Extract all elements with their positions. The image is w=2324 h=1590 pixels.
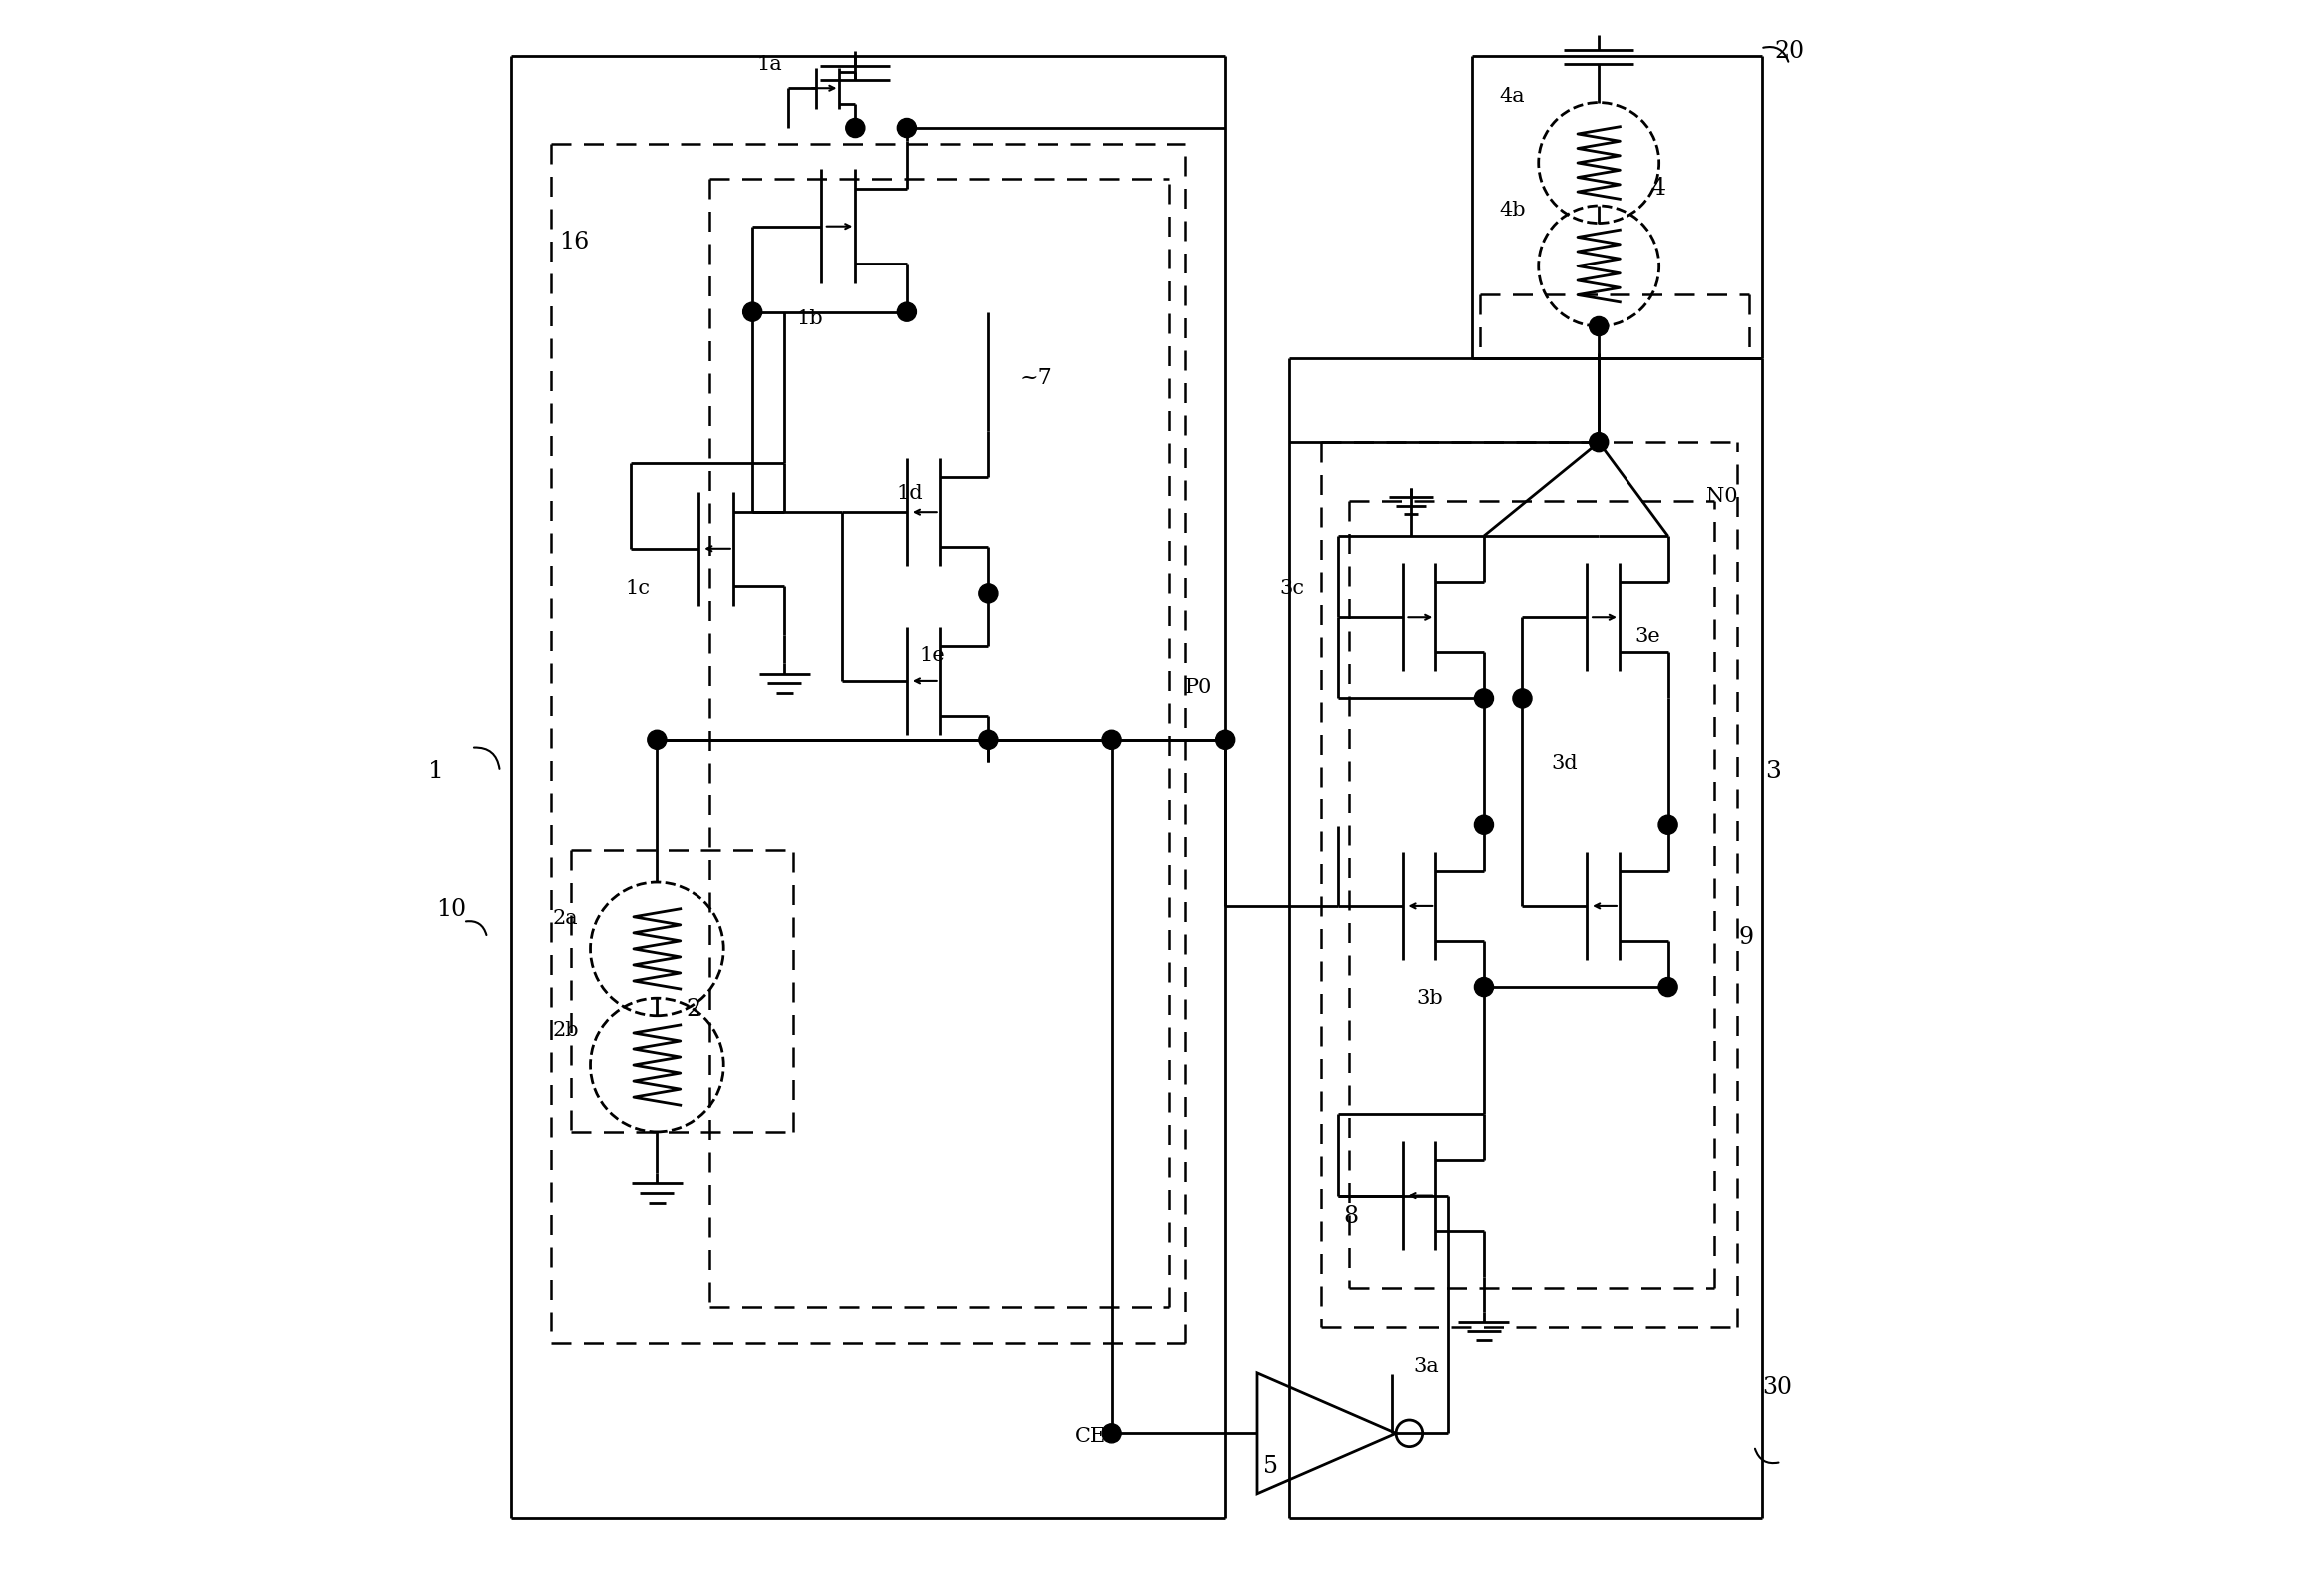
Text: 20: 20 (1776, 40, 1806, 64)
Circle shape (1513, 688, 1532, 708)
Text: 3c: 3c (1281, 579, 1304, 598)
Text: 1a: 1a (758, 54, 783, 73)
Text: CEB: CEB (1074, 1428, 1120, 1447)
Text: 1c: 1c (625, 579, 651, 598)
Circle shape (648, 730, 667, 749)
Text: 4b: 4b (1499, 200, 1525, 219)
Text: 3b: 3b (1415, 989, 1443, 1008)
Circle shape (1473, 688, 1494, 708)
Circle shape (1659, 978, 1678, 997)
Text: 1d: 1d (897, 483, 923, 502)
Text: 3a: 3a (1413, 1358, 1439, 1377)
Text: 2a: 2a (553, 909, 579, 929)
Circle shape (1102, 730, 1120, 749)
Circle shape (897, 302, 916, 321)
Text: 4a: 4a (1499, 86, 1525, 105)
Text: 3d: 3d (1550, 754, 1578, 773)
Text: 3: 3 (1766, 760, 1783, 782)
Circle shape (1659, 816, 1678, 835)
Text: 16: 16 (558, 231, 588, 254)
Circle shape (1590, 432, 1608, 452)
Circle shape (744, 302, 762, 321)
Circle shape (1590, 316, 1608, 335)
Text: 3e: 3e (1636, 626, 1662, 646)
Circle shape (897, 118, 916, 137)
Text: N0: N0 (1706, 487, 1738, 506)
Text: 1: 1 (428, 760, 444, 782)
Text: 1e: 1e (918, 646, 944, 665)
Circle shape (978, 584, 997, 603)
Circle shape (1215, 730, 1234, 749)
Circle shape (1473, 816, 1494, 835)
Text: 4: 4 (1650, 176, 1666, 200)
Text: P0: P0 (1185, 677, 1213, 696)
Text: 9: 9 (1738, 927, 1755, 949)
Circle shape (1102, 1425, 1120, 1444)
Text: 8: 8 (1343, 1205, 1357, 1227)
Text: 2: 2 (686, 999, 700, 1021)
Circle shape (978, 730, 997, 749)
Text: 5: 5 (1264, 1455, 1278, 1479)
Text: 1b: 1b (797, 308, 823, 328)
Text: 2b: 2b (553, 1021, 579, 1040)
Text: 10: 10 (437, 898, 467, 921)
Text: ~7: ~7 (1018, 367, 1053, 390)
Circle shape (1473, 978, 1494, 997)
Circle shape (846, 118, 865, 137)
Text: 30: 30 (1762, 1375, 1792, 1399)
